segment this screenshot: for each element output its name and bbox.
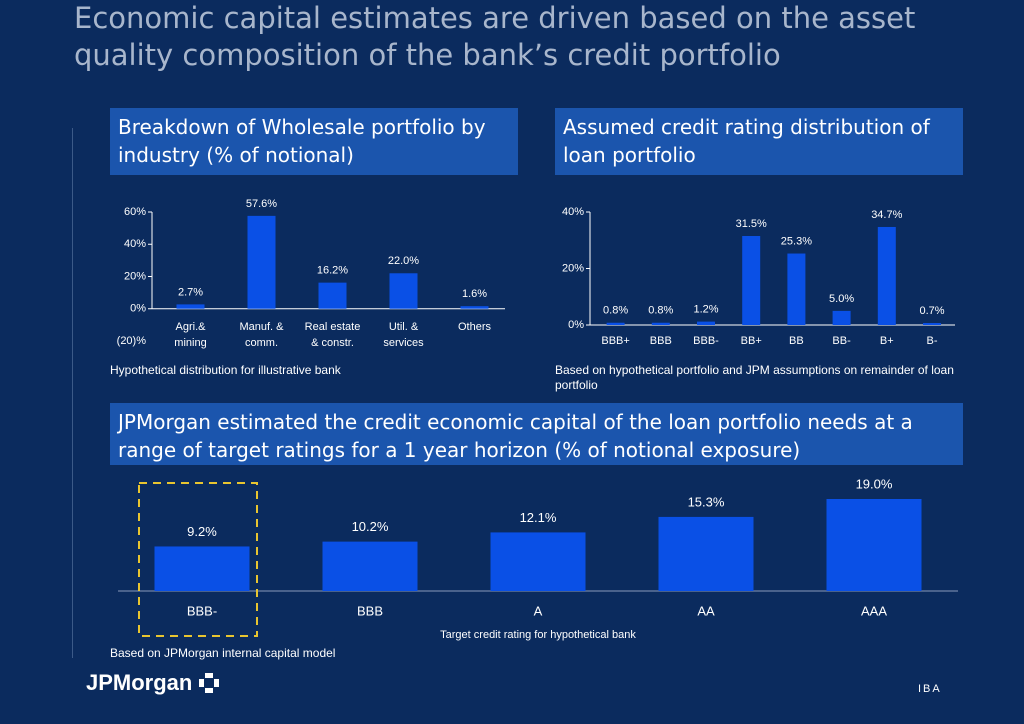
note: Hypothetical distribution for illustrati… [110, 363, 341, 377]
value-label: 5.0% [829, 293, 854, 305]
x-tick-label: BBB+ [601, 335, 629, 347]
x-tick-label: BBB [357, 603, 383, 618]
logo-icon [199, 673, 220, 693]
value-label: 25.3% [781, 235, 812, 247]
y-tick-label: 40% [562, 206, 584, 218]
y-tick-label: 40% [124, 238, 146, 250]
logo-text: JPMorgan [86, 670, 193, 695]
chart-title: Assumed credit rating distribution of lo… [555, 108, 963, 175]
value-label: 15.3% [688, 494, 725, 509]
y-tick-label: 20% [562, 262, 584, 274]
slide-title: Economic capital estimates are driven ba… [74, 1, 916, 72]
value-label: 1.6% [462, 288, 487, 300]
value-label: 57.6% [246, 198, 277, 210]
x-tick-label-box: Others [457, 321, 491, 333]
value-label: 0.7% [919, 305, 944, 317]
bar [697, 321, 715, 325]
y-tick-label: 60% [124, 206, 146, 218]
value-label: 19.0% [856, 476, 893, 491]
value-label: 1.2% [693, 304, 718, 316]
value-label: 2.7% [178, 286, 203, 298]
value-label: 12.1% [520, 510, 557, 525]
bar [923, 323, 941, 325]
bar [787, 253, 806, 325]
bar [490, 532, 586, 591]
divider [72, 128, 73, 658]
value-label: 10.2% [352, 519, 389, 534]
x-tick-label: BB- [832, 335, 851, 347]
bar [832, 310, 851, 325]
x-tick-label: AA [697, 603, 715, 618]
bar [877, 226, 896, 325]
x-tick-label: Manuf. & comm. [239, 321, 284, 349]
footer: IBA [918, 683, 942, 695]
value-label: 22.0% [388, 255, 419, 267]
value-label: 31.5% [736, 218, 767, 230]
x-tick-label: Real estate & constr. [304, 321, 361, 349]
note: Based on JPMorgan internal capital model [110, 646, 336, 660]
y-tick-label: 0% [130, 303, 146, 315]
x-tick-label: B+ [880, 335, 894, 347]
x-tick-label: Agri.& mining [174, 321, 207, 349]
bar [606, 322, 625, 325]
bar [658, 516, 754, 591]
chart-title: Breakdown of Wholesale portfolio by indu… [110, 108, 518, 175]
x-tick-label: AAA [861, 603, 887, 618]
x-tick-label: Others [457, 321, 491, 333]
y-tick-label: 0% [568, 319, 584, 331]
x-tick-label: BB+ [741, 335, 762, 347]
x-tick-label-box: Real estate & constr. [304, 321, 361, 349]
logo: JPMorgan [86, 670, 220, 696]
y-tick-label: (20)% [117, 335, 147, 347]
bar [176, 304, 205, 309]
value-label: 0.8% [603, 305, 628, 317]
value-label: 16.2% [317, 265, 348, 277]
note: Based on hypothetical portfolio and JPM … [555, 363, 954, 392]
x-tick-label: Util. & services [383, 321, 424, 349]
x-tick-label-box: Util. & services [383, 321, 424, 349]
x-tick-label: BB [789, 335, 804, 347]
x-tick-label: A [534, 603, 543, 618]
x-tick-label: B- [927, 335, 938, 347]
x-tick-label: BBB- [693, 335, 719, 347]
bar [651, 322, 670, 325]
y-tick-label: 20% [124, 270, 146, 282]
bar [389, 273, 418, 309]
bar [247, 215, 276, 309]
x-tick-label: BBB- [187, 603, 217, 618]
x-tick-label: BBB [650, 335, 672, 347]
x-tick-label-box: Manuf. & comm. [239, 321, 284, 349]
bar [742, 236, 761, 325]
value-label: 9.2% [187, 524, 217, 539]
highlight-box [138, 482, 258, 637]
chart-title: JPMorgan estimated the credit economic c… [110, 403, 963, 465]
x-tick-label-box: Agri.& mining [174, 321, 207, 349]
x-axis-label: Target credit rating for hypothetical ba… [440, 629, 636, 641]
bar [460, 306, 489, 309]
bar [154, 546, 250, 591]
bar [826, 499, 922, 591]
bar [322, 541, 418, 591]
value-label: 34.7% [871, 209, 902, 221]
bar [318, 282, 347, 309]
value-label: 0.8% [648, 305, 673, 317]
